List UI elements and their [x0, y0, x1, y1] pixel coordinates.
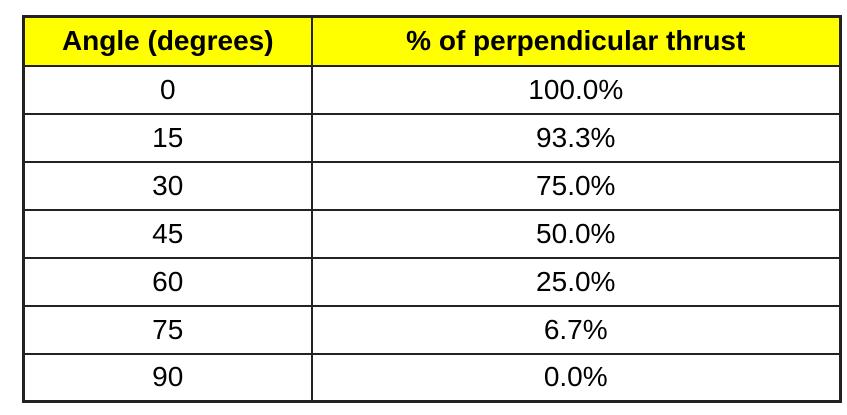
table-row: 75 6.7%	[22, 304, 842, 355]
table-row: 90 0.0%	[22, 352, 842, 403]
cell-angle: 60	[22, 256, 313, 307]
cell-thrust: 100.0%	[310, 64, 842, 115]
header-cell-thrust: % of perpendicular thrust	[310, 15, 842, 67]
cell-angle: 75	[22, 304, 313, 355]
cell-thrust: 6.7%	[310, 304, 842, 355]
cell-thrust: 0.0%	[310, 352, 842, 403]
cell-angle: 90	[22, 352, 313, 403]
table-row: 0 100.0%	[22, 64, 842, 115]
table-row: 15 93.3%	[22, 112, 842, 163]
table-body: 0 100.0% 15 93.3% 30 75.0% 45 50.0% 60 25.0% 75 6.7…	[22, 64, 842, 403]
cell-thrust: 93.3%	[310, 112, 842, 163]
cell-angle: 15	[22, 112, 313, 163]
cell-thrust: 25.0%	[310, 256, 842, 307]
table-row: 30 75.0%	[22, 160, 842, 211]
table-row: 60 25.0%	[22, 256, 842, 307]
thrust-table-container: Angle (degrees) % of perpendicular thrus…	[22, 15, 842, 403]
header-row: Angle (degrees) % of perpendicular thrus…	[22, 15, 842, 67]
table-header: Angle (degrees) % of perpendicular thrus…	[22, 15, 842, 67]
header-cell-angle: Angle (degrees)	[22, 15, 313, 67]
cell-thrust: 75.0%	[310, 160, 842, 211]
angle-thrust-table: Angle (degrees) % of perpendicular thrus…	[22, 15, 842, 403]
cell-thrust: 50.0%	[310, 208, 842, 259]
table-row: 45 50.0%	[22, 208, 842, 259]
cell-angle: 0	[22, 64, 313, 115]
cell-angle: 30	[22, 160, 313, 211]
cell-angle: 45	[22, 208, 313, 259]
